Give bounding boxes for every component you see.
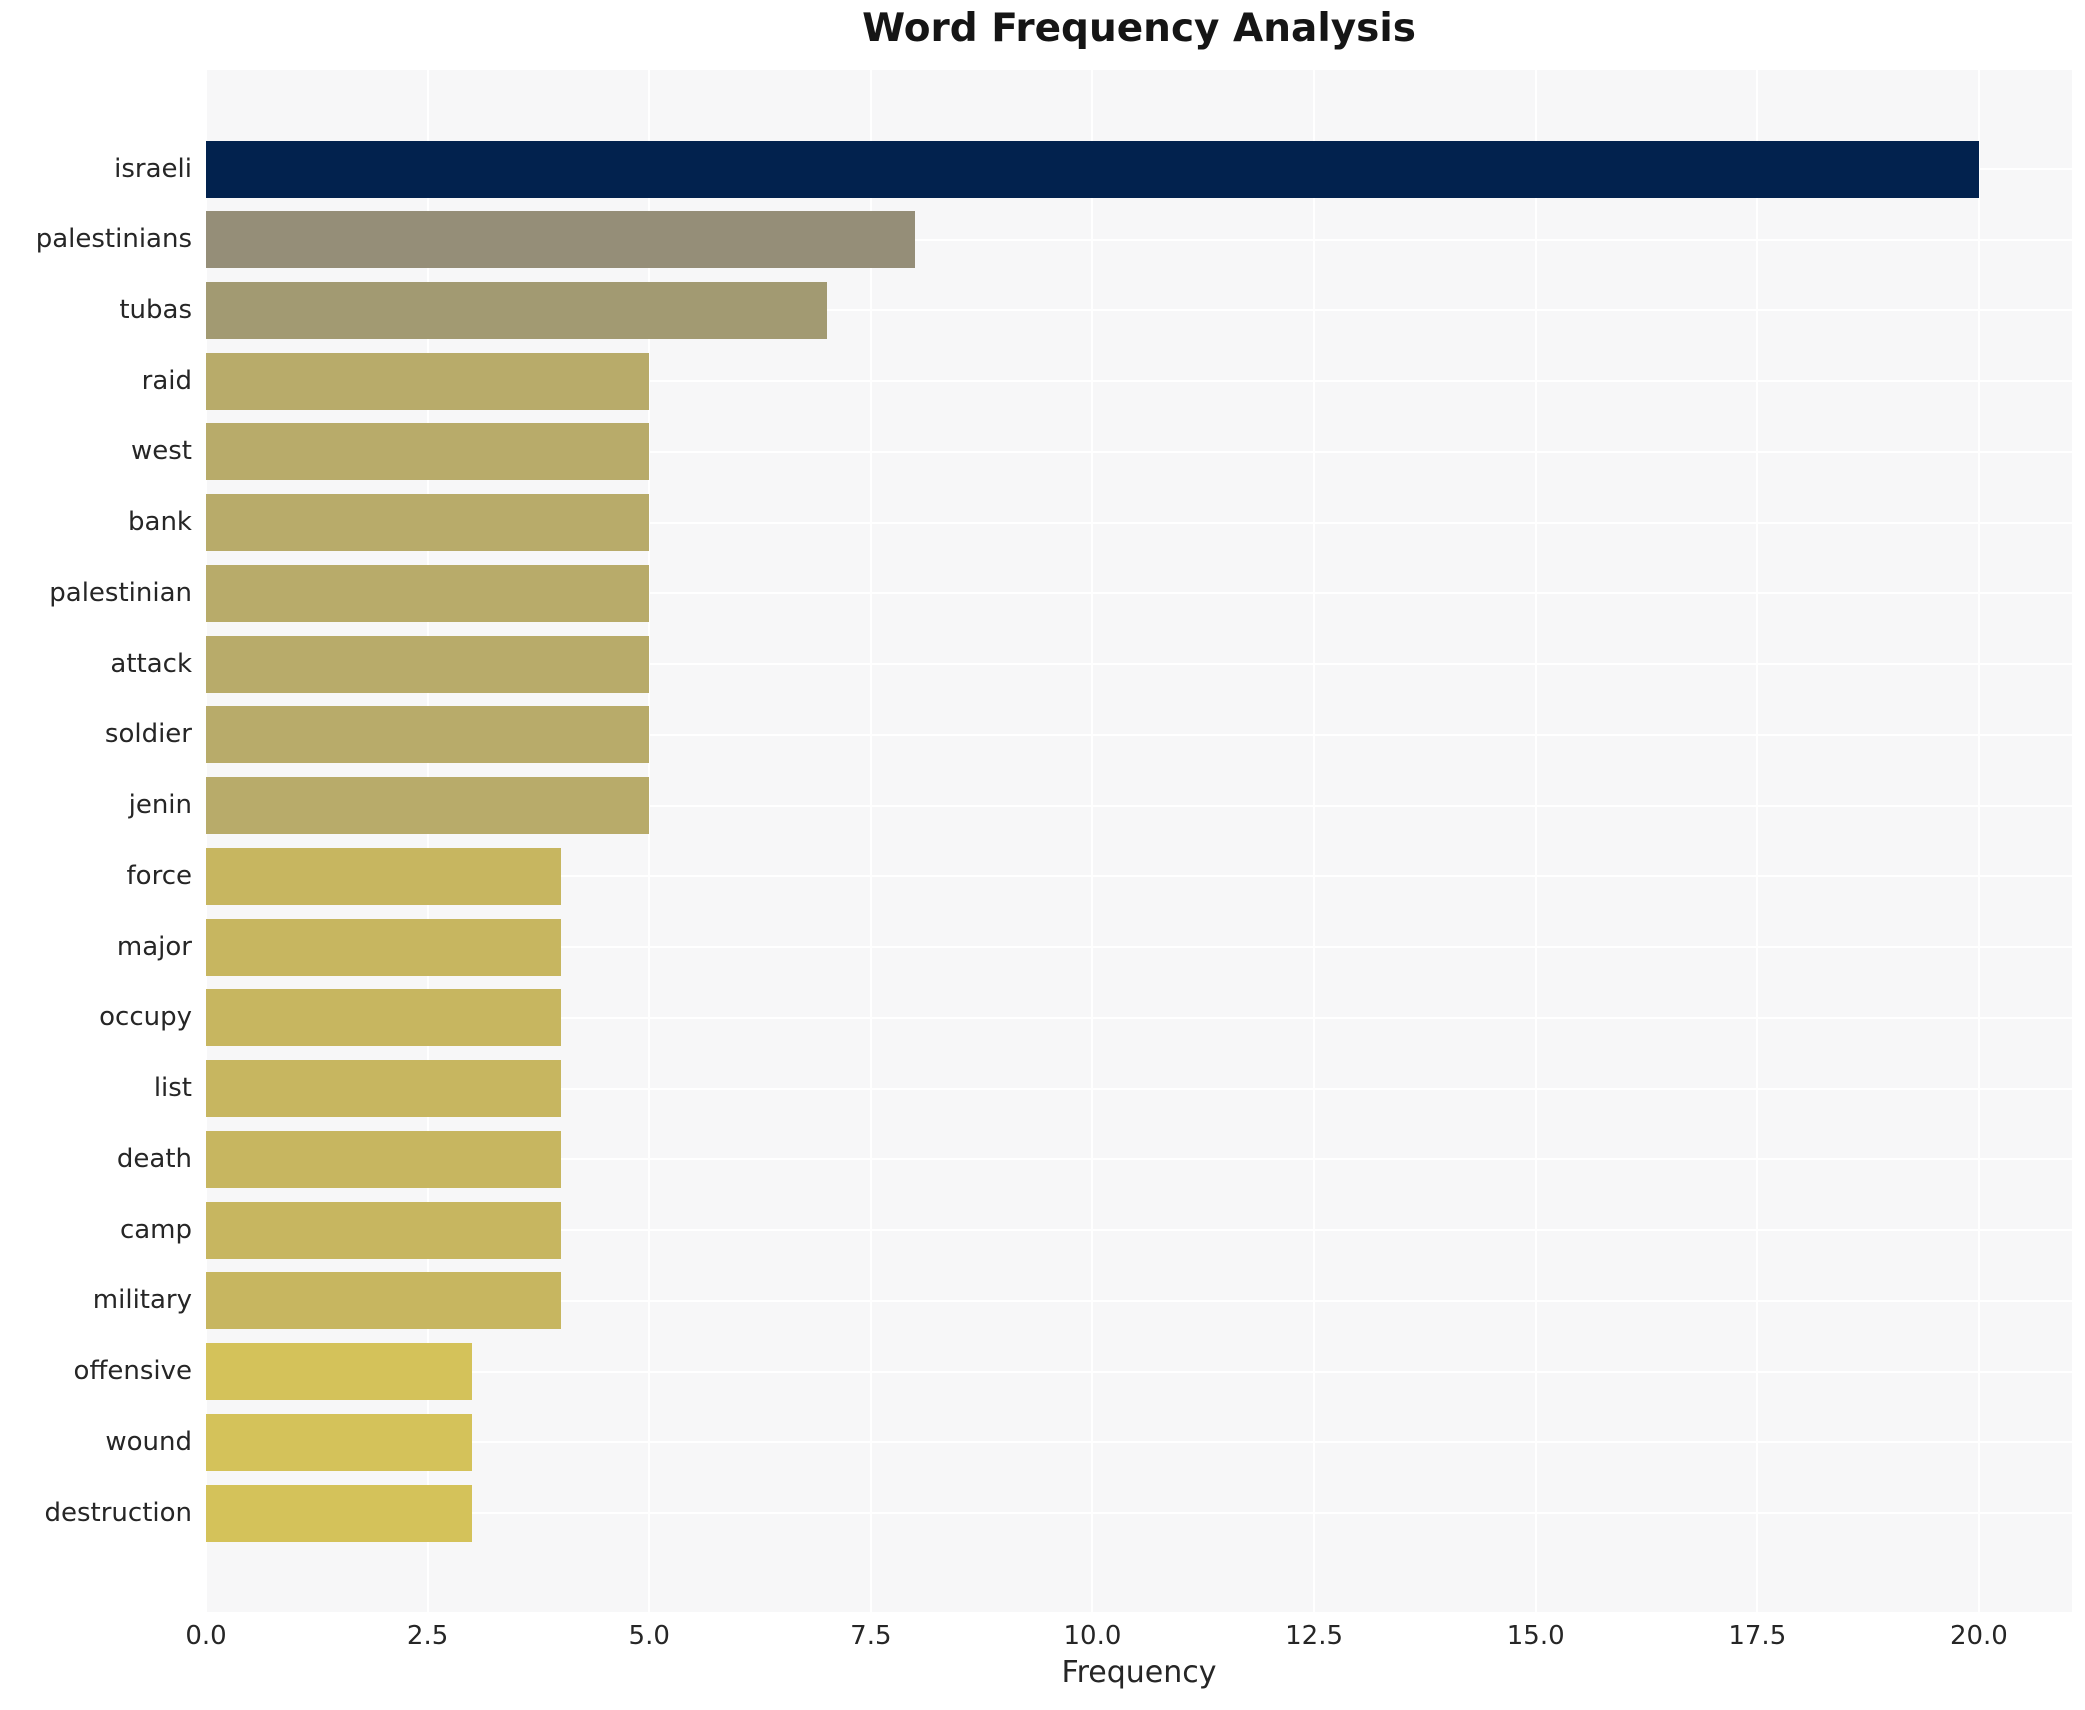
y-tick-label-camp: camp	[119, 1214, 192, 1245]
y-tick-label-destruction: destruction	[44, 1497, 192, 1528]
bar-death	[206, 1130, 561, 1188]
bar-attack	[206, 635, 650, 693]
bar-bank	[206, 494, 650, 552]
horizontal-gridline	[206, 1441, 2072, 1444]
bar-jenin	[206, 777, 650, 835]
horizontal-gridline	[206, 380, 2072, 383]
horizontal-gridline	[206, 521, 2072, 524]
x-tick-label-5.0: 5.0	[628, 1621, 670, 1651]
horizontal-gridline	[206, 1299, 2072, 1302]
plot-area	[205, 70, 2072, 1612]
x-tick-label-15.0: 15.0	[1506, 1621, 1565, 1651]
vertical-gridline	[1534, 70, 1537, 1612]
y-tick-label-jenin: jenin	[128, 790, 192, 821]
horizontal-gridline	[206, 238, 2072, 241]
vertical-gridline	[648, 70, 651, 1612]
bar-camp	[206, 1201, 561, 1259]
x-tick-label-17.5: 17.5	[1728, 1621, 1787, 1651]
bar-tubas	[206, 281, 827, 339]
bar-list	[206, 1060, 561, 1118]
y-tick-label-israeli: israeli	[114, 153, 192, 184]
bar-destruction	[206, 1484, 472, 1542]
bar-major	[206, 918, 561, 976]
bar-israeli	[206, 140, 1979, 198]
bar-military	[206, 1272, 561, 1330]
horizontal-gridline	[206, 875, 2072, 878]
y-tick-label-force: force	[126, 860, 192, 891]
y-tick-label-major: major	[116, 931, 192, 962]
bar-offensive	[206, 1343, 472, 1401]
y-tick-label-palestinians: palestinians	[35, 224, 192, 255]
horizontal-gridline	[206, 663, 2072, 666]
bar-palestinians	[206, 211, 916, 269]
x-tick-label-12.5: 12.5	[1285, 1621, 1343, 1651]
horizontal-gridline	[206, 1087, 2072, 1090]
y-tick-label-offensive: offensive	[73, 1356, 192, 1387]
y-tick-label-bank: bank	[128, 507, 192, 538]
horizontal-gridline	[206, 450, 2072, 453]
x-tick-label-0.0: 0.0	[185, 1621, 227, 1651]
x-axis-title: Frequency	[1061, 1655, 1217, 1690]
bar-soldier	[206, 706, 650, 764]
y-tick-label-raid: raid	[141, 365, 192, 396]
bar-wound	[206, 1413, 472, 1471]
horizontal-gridline	[206, 804, 2072, 807]
y-tick-label-tubas: tubas	[119, 294, 192, 325]
horizontal-gridline	[206, 1370, 2072, 1373]
vertical-gridline	[1977, 70, 1980, 1612]
bar-palestinian	[206, 564, 650, 622]
y-tick-label-military: military	[92, 1285, 192, 1316]
y-tick-label-west: west	[130, 436, 192, 467]
y-tick-label-attack: attack	[110, 648, 192, 679]
horizontal-gridline	[206, 309, 2072, 312]
horizontal-gridline	[206, 1158, 2072, 1161]
x-tick-label-10.0: 10.0	[1063, 1621, 1122, 1651]
y-tick-label-death: death	[116, 1143, 192, 1174]
horizontal-gridline	[206, 592, 2072, 595]
vertical-gridline	[1313, 70, 1316, 1612]
y-tick-label-wound: wound	[105, 1426, 192, 1457]
horizontal-gridline	[206, 1016, 2072, 1019]
y-tick-label-soldier: soldier	[104, 719, 192, 750]
y-tick-label-palestinian: palestinian	[49, 577, 192, 608]
bar-occupy	[206, 989, 561, 1047]
y-tick-label-occupy: occupy	[99, 1002, 192, 1033]
vertical-gridline	[205, 70, 207, 1612]
horizontal-gridline	[206, 1512, 2072, 1514]
bar-west	[206, 423, 650, 481]
x-tick-label-7.5: 7.5	[850, 1621, 892, 1651]
horizontal-gridline	[206, 946, 2072, 949]
vertical-gridline	[426, 70, 429, 1612]
x-tick-label-20.0: 20.0	[1949, 1621, 2008, 1651]
x-tick-label-2.5: 2.5	[406, 1621, 449, 1651]
bar-force	[206, 847, 561, 905]
vertical-gridline	[1756, 70, 1759, 1612]
horizontal-gridline	[206, 733, 2072, 736]
vertical-gridline	[1091, 70, 1094, 1612]
vertical-gridline	[869, 70, 872, 1612]
horizontal-gridline	[206, 1229, 2072, 1232]
chart-title: Word Frequency Analysis	[862, 6, 1416, 51]
y-tick-label-list: list	[153, 1073, 192, 1104]
bar-raid	[206, 352, 650, 410]
